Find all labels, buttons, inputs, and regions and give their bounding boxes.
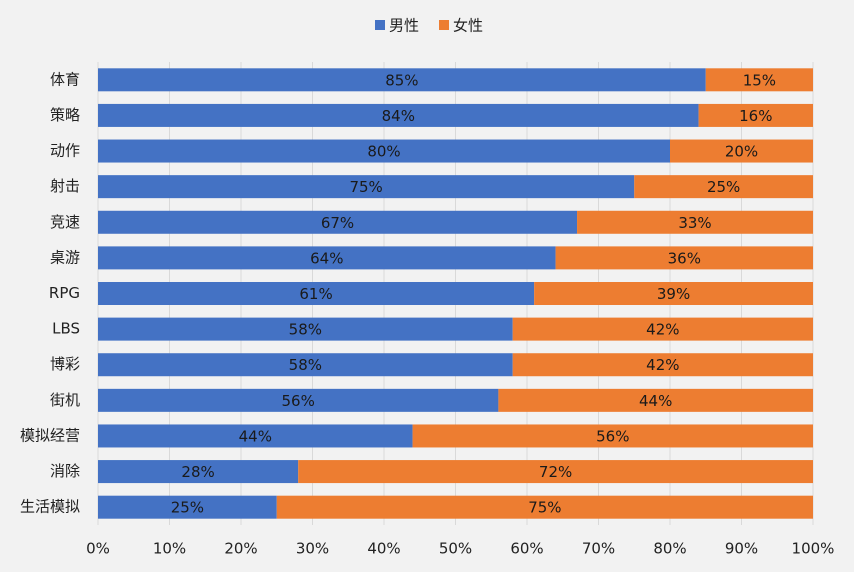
bar-segment	[98, 317, 513, 341]
legend-label: 女性	[453, 17, 483, 35]
x-tick-label: 30%	[296, 540, 329, 558]
value-label: 20%	[725, 143, 758, 161]
y-tick-label: 模拟经营	[20, 426, 80, 444]
y-tick-label: 动作	[50, 142, 80, 160]
value-label: 56%	[596, 427, 629, 445]
y-tick-label: 消除	[50, 462, 80, 480]
x-tick-label: 20%	[224, 540, 257, 558]
value-label: 75%	[349, 178, 382, 196]
x-tick-label: 40%	[367, 540, 400, 558]
value-label: 80%	[367, 143, 400, 161]
value-label: 58%	[289, 356, 322, 374]
x-tick-label: 70%	[582, 540, 615, 558]
x-tick-label: 0%	[86, 540, 110, 558]
bar-segment	[512, 317, 813, 341]
y-tick-label: 射击	[50, 177, 80, 195]
value-label: 16%	[739, 107, 772, 125]
y-tick-label: LBS	[52, 320, 80, 338]
bar-segment	[577, 210, 813, 234]
legend-swatch	[439, 20, 450, 30]
value-label: 72%	[539, 463, 572, 481]
value-label: 56%	[282, 392, 315, 410]
bar-segment	[498, 388, 813, 412]
value-label: 44%	[639, 392, 672, 410]
bar-segment	[412, 424, 813, 448]
bar-segment	[98, 246, 556, 270]
bar-segment	[298, 460, 813, 484]
bar-segment	[534, 282, 813, 305]
value-label: 42%	[646, 356, 679, 374]
x-tick-label: 80%	[653, 540, 686, 558]
bar-segment	[98, 175, 635, 199]
value-label: 25%	[707, 178, 740, 196]
value-label: 64%	[310, 249, 343, 267]
bar-segment	[98, 68, 706, 92]
x-tick-label: 60%	[510, 540, 543, 558]
bar-segment	[276, 495, 813, 519]
y-tick-label: 体育	[50, 70, 80, 88]
y-tick-label: 桌游	[50, 248, 80, 266]
bar-segment	[98, 103, 699, 127]
bar-segment	[98, 460, 299, 484]
bar-segment	[705, 68, 813, 92]
bar-segment	[555, 246, 813, 270]
value-label: 75%	[528, 499, 561, 517]
value-label: 33%	[678, 214, 711, 232]
value-label: 15%	[743, 71, 776, 89]
legend-swatch	[375, 20, 385, 30]
value-label: 44%	[239, 427, 272, 445]
legend-label: 男性	[389, 17, 419, 35]
value-label: 39%	[657, 285, 690, 303]
y-tick-label: 策略	[50, 106, 80, 124]
value-label: 25%	[171, 499, 204, 517]
y-tick-label: 博彩	[50, 355, 80, 373]
y-tick-label: 街机	[50, 391, 80, 409]
bar-segment	[98, 388, 499, 412]
value-label: 36%	[668, 249, 701, 267]
x-tick-label: 100%	[792, 540, 835, 558]
bar-segment	[98, 210, 578, 234]
bar-segment	[98, 353, 513, 377]
value-label: 61%	[299, 285, 332, 303]
value-label: 58%	[289, 321, 322, 339]
bar-segment	[698, 103, 813, 127]
bar-segment	[98, 282, 535, 305]
bar-segment	[670, 139, 813, 163]
y-tick-label: 竞速	[50, 213, 80, 231]
x-tick-label: 10%	[153, 540, 186, 558]
y-tick-label: 生活模拟	[20, 498, 80, 516]
value-label: 84%	[382, 107, 415, 125]
x-tick-label: 90%	[725, 540, 758, 558]
x-tick-label: 50%	[439, 540, 472, 558]
bar-segment	[98, 495, 277, 519]
value-label: 42%	[646, 321, 679, 339]
value-label: 67%	[321, 214, 354, 232]
value-label: 28%	[181, 463, 214, 481]
bar-segment	[98, 139, 670, 163]
bar-segment	[634, 175, 813, 199]
value-label: 85%	[385, 71, 418, 89]
bar-segment	[98, 424, 413, 448]
y-tick-label: RPG	[49, 284, 80, 302]
bar-segment	[512, 353, 813, 377]
